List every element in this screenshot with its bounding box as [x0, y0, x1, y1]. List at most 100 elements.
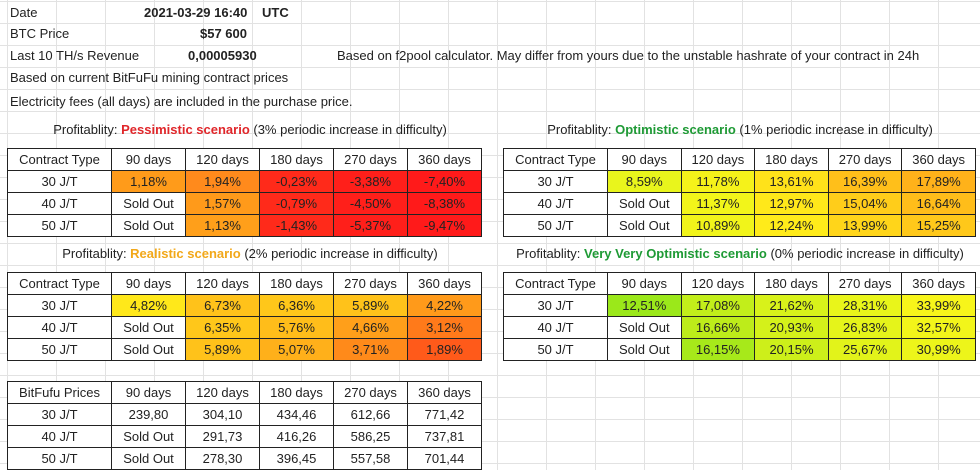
value-cell: Sold Out [111, 338, 186, 361]
value-cell: 1,13% [185, 214, 260, 237]
contract-type-cell: 50 J/T [7, 447, 112, 470]
value-cell: 557,58 [333, 447, 408, 470]
value-cell: 16,15% [680, 338, 756, 361]
value-cell: 13,61% [754, 170, 829, 193]
value-cell: 13,99% [827, 214, 903, 237]
value-cell: 16,64% [901, 192, 976, 215]
table-row: 50 J/T Sold Out 1,13% -1,43% -5,37% -9,47% [7, 214, 482, 237]
value-cell: 20,93% [754, 316, 829, 339]
btc-price-value: $57 600 [200, 26, 247, 41]
value-cell: 26,83% [827, 316, 903, 339]
header-row: BitFufu Prices 90 days 120 days 180 days 270… [7, 381, 482, 404]
value-cell: 434,46 [259, 403, 334, 426]
contract-type-cell: 40 J/T [503, 316, 608, 339]
table-row: 40 J/T Sold Out 291,73 416,26 586,25 737,81 [7, 425, 482, 448]
table-row: 40 J/T Sold Out 11,37% 12,97% 15,04% 16,64% [503, 192, 976, 215]
corner-header: Contract Type [503, 272, 608, 295]
value-cell: Sold Out [111, 316, 186, 339]
value-cell: 15,04% [827, 192, 903, 215]
value-cell: 3,12% [407, 316, 482, 339]
value-cell: Sold Out [607, 316, 682, 339]
value-cell: Sold Out [111, 192, 186, 215]
value-cell: 28,31% [827, 294, 903, 317]
column-header: 120 days [680, 148, 756, 171]
value-cell: 5,89% [185, 338, 260, 361]
value-cell: 1,89% [407, 338, 482, 361]
column-header: 180 days [754, 272, 829, 295]
value-cell: 6,36% [259, 294, 334, 317]
contract-type-cell: 30 J/T [503, 170, 608, 193]
date-value: 2021-03-29 16:40 [144, 5, 248, 20]
value-cell: Sold Out [111, 447, 186, 470]
corner-header: Contract Type [7, 148, 112, 171]
column-header: 360 days [901, 272, 976, 295]
contract-type-cell: 50 J/T [7, 214, 112, 237]
value-cell: 11,78% [680, 170, 756, 193]
scenario-name: Optimistic scenario [615, 122, 736, 137]
column-header: 90 days [111, 148, 186, 171]
table-row: 30 J/T 12,51% 17,08% 21,62% 28,31% 33,99% [503, 294, 976, 317]
header-row: Contract Type 90 days 120 days 180 days 270 … [7, 148, 482, 171]
column-header: 120 days [185, 381, 260, 404]
table-row: 40 J/T Sold Out 6,35% 5,76% 4,66% 3,12% [7, 316, 482, 339]
value-cell: 3,71% [333, 338, 408, 361]
revenue-label: Last 10 TH/s Revenue [10, 48, 140, 63]
value-cell: 4,66% [333, 316, 408, 339]
value-cell: 17,89% [901, 170, 976, 193]
value-cell: 12,24% [754, 214, 829, 237]
value-cell: Sold Out [607, 338, 682, 361]
value-cell: 612,66 [333, 403, 408, 426]
column-header: 270 days [333, 272, 408, 295]
value-cell: 17,08% [680, 294, 756, 317]
value-cell: 16,66% [680, 316, 756, 339]
value-cell: 1,57% [185, 192, 260, 215]
contract-type-cell: 30 J/T [7, 294, 112, 317]
value-cell: 1,94% [185, 170, 260, 193]
value-cell: 21,62% [754, 294, 829, 317]
value-cell: 15,25% [901, 214, 976, 237]
value-cell: -0,23% [259, 170, 334, 193]
value-cell: -0,79% [259, 192, 334, 215]
contract-type-cell: 50 J/T [503, 338, 608, 361]
value-cell: 701,44 [407, 447, 482, 470]
table-row: 30 J/T 1,18% 1,94% -0,23% -3,38% -7,40% [7, 170, 482, 193]
value-cell: Sold Out [607, 214, 682, 237]
contract-type-cell: 40 J/T [7, 316, 112, 339]
table-row: 40 J/T Sold Out 1,57% -0,79% -4,50% -8,38% [7, 192, 482, 215]
column-header: 180 days [259, 148, 334, 171]
value-cell: 4,22% [407, 294, 482, 317]
revenue-note: Based on f2pool calculator. May differ f… [337, 48, 920, 63]
optimistic-caption: Profitablity: Optimistic scenario (1% pe… [502, 119, 978, 141]
caption-suffix: (2% periodic increase in difficulty) [240, 246, 438, 261]
table-row: 50 J/T Sold Out 5,89% 5,07% 3,71% 1,89% [7, 338, 482, 361]
date-label: Date [10, 5, 38, 20]
value-cell: 16,39% [827, 170, 903, 193]
date-timezone: UTC [262, 5, 289, 20]
value-cell: 416,26 [259, 425, 334, 448]
column-header: 180 days [259, 381, 334, 404]
value-cell: 278,30 [185, 447, 260, 470]
caption-prefix: Profitablity: [53, 122, 122, 137]
value-cell: Sold Out [111, 214, 186, 237]
value-cell: 33,99% [901, 294, 976, 317]
column-header: 360 days [407, 272, 482, 295]
value-cell: 10,89% [680, 214, 756, 237]
table-row: 50 J/T Sold Out 10,89% 12,24% 13,99% 15,25% [503, 214, 976, 237]
value-cell: 12,51% [607, 294, 682, 317]
very-optimistic-table: Contract Type 90 days 120 days 180 days 270 … [503, 272, 976, 361]
contract-type-cell: 50 J/T [503, 214, 608, 237]
contract-type-cell: 40 J/T [7, 425, 112, 448]
optimistic-table: Contract Type 90 days 120 days 180 days 270 … [503, 148, 976, 237]
header-row: Contract Type 90 days 120 days 180 days 270 … [503, 148, 976, 171]
value-cell: 396,45 [259, 447, 334, 470]
value-cell: 12,97% [754, 192, 829, 215]
value-cell: 11,37% [680, 192, 756, 215]
contract-note: Based on current BitFuFu mining contract… [10, 70, 289, 85]
value-cell: 737,81 [407, 425, 482, 448]
corner-header: Contract Type [7, 272, 112, 295]
value-cell: 4,82% [111, 294, 186, 317]
contract-type-cell: 30 J/T [7, 170, 112, 193]
value-cell: 1,18% [111, 170, 186, 193]
table-row: 30 J/T 8,59% 11,78% 13,61% 16,39% 17,89% [503, 170, 976, 193]
caption-prefix: Profitablity: [62, 246, 131, 261]
